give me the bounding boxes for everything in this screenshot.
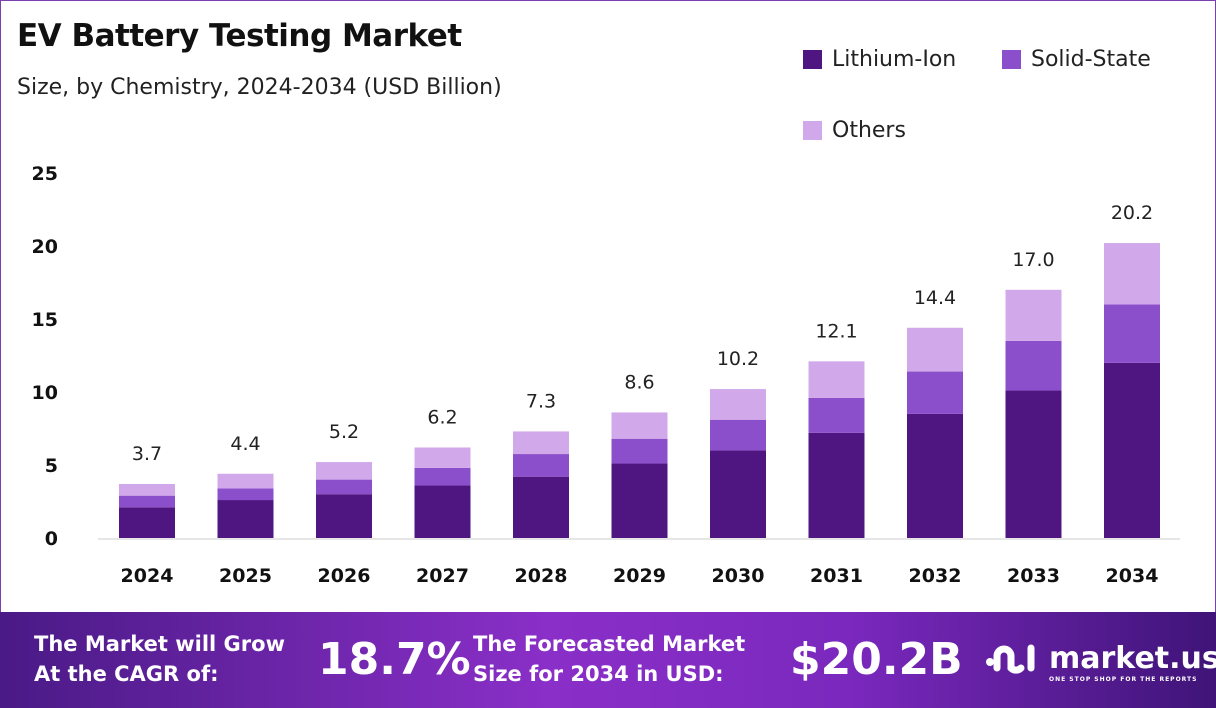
total-label: 12.1 [815,320,857,342]
total-label: 4.4 [230,433,260,455]
bar-segment-others-2032 [907,327,963,372]
bar-segment-others-2025 [217,473,274,489]
x-tick-label: 2032 [909,565,962,587]
bar-segment-lithium-ion-2030 [710,450,766,538]
legend-item-lithium-ion: Lithium-Ion [803,47,956,72]
bar-segment-others-2033 [1005,289,1062,341]
bar-segment-solid-state-2031 [808,397,865,433]
legend-label: Lithium-Ion [832,47,957,72]
x-tick-label: 2029 [613,565,666,587]
chart-subtitle: Size, by Chemistry, 2024-2034 (USD Billi… [17,75,502,100]
total-label: 20.2 [1111,202,1153,224]
total-label: 3.7 [132,443,162,465]
legend-swatch [1002,50,1021,69]
logo-icon [986,644,1035,674]
bar-segment-lithium-ion-2032 [907,413,963,538]
logo-tagline: ONE STOP SHOP FOR THE REPORTS [1049,676,1198,683]
bar-segment-solid-state-2028 [513,454,569,477]
bar-segment-solid-state-2032 [907,371,963,414]
y-tick-label: 15 [32,309,58,331]
total-label: 17.0 [1012,249,1054,271]
bar-segment-solid-state-2025 [217,488,274,501]
legend-swatch [803,121,822,140]
legend-item-others: Others [803,118,906,143]
cagr-label-line2: At the CAGR of: [34,662,219,686]
forecast-value: $20.2B [790,634,963,685]
legend-swatch [803,50,822,69]
bar-segment-solid-state-2034 [1104,304,1160,363]
bar-segment-lithium-ion-2033 [1005,390,1062,538]
bar-segment-solid-state-2029 [611,438,668,464]
legend-label: Solid-State [1031,47,1151,72]
y-tick-label: 5 [45,455,58,477]
bar-segment-lithium-ion-2028 [513,476,569,538]
bar-segment-lithium-ion-2026 [316,494,372,538]
bar-segment-solid-state-2033 [1005,340,1062,391]
legend-item-solid-state: Solid-State [1002,47,1151,72]
x-tick-label: 2033 [1007,565,1060,587]
x-tick-label: 2024 [121,565,174,587]
stacked-bar-chart: 05101520253.720244.420255.220266.220277.… [32,163,1180,587]
total-label: 8.6 [624,371,654,393]
x-tick-label: 2030 [712,565,765,587]
bar-segment-lithium-ion-2029 [611,463,668,538]
x-tick-label: 2028 [515,565,568,587]
y-tick-label: 10 [32,382,58,404]
total-label: 5.2 [329,421,359,443]
bar-segment-solid-state-2030 [710,419,766,451]
bar-segment-lithium-ion-2034 [1104,362,1160,538]
bar-segment-others-2026 [316,462,372,480]
bar-segment-lithium-ion-2025 [217,500,274,538]
bar-segment-others-2029 [611,412,668,439]
bar-segment-others-2027 [414,447,471,468]
bar-segment-lithium-ion-2031 [808,432,865,538]
total-label: 6.2 [427,406,457,428]
forecast-label-line2: Size for 2034 in USD: [473,662,724,686]
y-tick-label: 20 [32,236,58,258]
bar-segment-solid-state-2027 [414,467,471,486]
x-tick-label: 2031 [810,565,863,587]
total-label: 14.4 [914,287,956,309]
bar-segment-others-2034 [1104,243,1160,305]
chart-title: EV Battery Testing Market [17,18,462,54]
bar-segment-others-2024 [119,483,175,496]
x-tick-label: 2025 [219,565,272,587]
total-label: 10.2 [717,348,759,370]
bar-segment-lithium-ion-2027 [414,485,471,538]
y-tick-label: 25 [32,163,58,185]
x-tick-label: 2027 [416,565,469,587]
forecast-label-line1: The Forecasted Market [473,632,746,656]
legend-label: Others [832,118,906,143]
bar-segment-lithium-ion-2024 [119,507,175,538]
bar-segment-others-2028 [513,431,569,455]
cagr-label-line1: The Market will Grow [34,632,285,656]
logo-text: market.us [1049,640,1216,676]
cagr-value: 18.7% [318,634,471,685]
total-label: 7.3 [526,390,556,412]
bar-segment-others-2030 [710,389,766,420]
x-tick-label: 2034 [1106,565,1159,587]
bar-segment-solid-state-2024 [119,495,175,508]
bar-segment-solid-state-2026 [316,479,372,495]
footer-banner: The Market will Grow At the CAGR of: 18.… [0,612,1216,708]
x-tick-label: 2026 [318,565,371,587]
market-us-logo: market.us ONE STOP SHOP FOR THE REPORTS [985,638,1216,683]
bar-segment-others-2031 [808,361,865,398]
y-tick-label: 0 [45,528,58,550]
